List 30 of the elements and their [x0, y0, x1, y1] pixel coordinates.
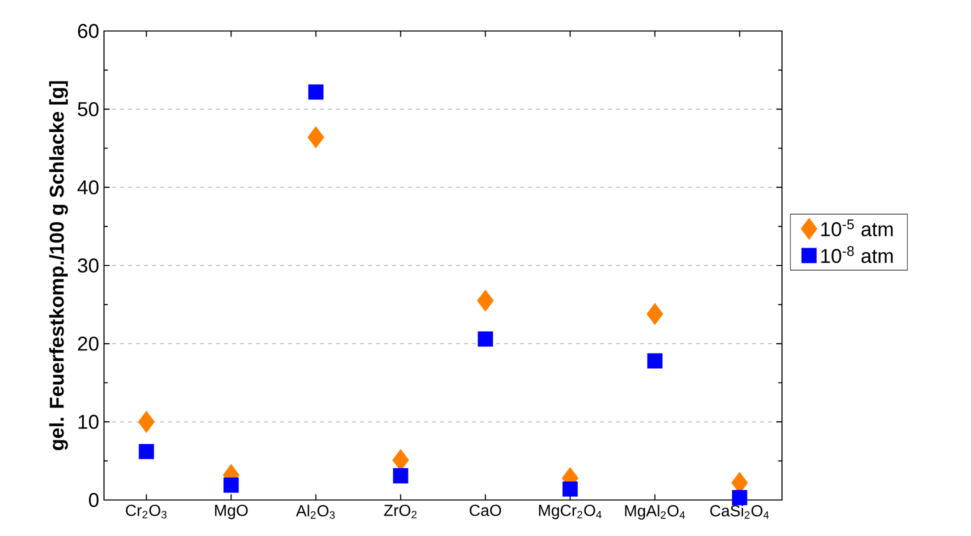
x-tick-label: MgO: [215, 504, 248, 520]
y-tick-label: 50: [78, 102, 98, 116]
point: [393, 468, 408, 484]
legend-label: 10$^{-5}$ atm: [821, 220, 893, 236]
y-tick-label: 60: [78, 24, 98, 38]
point: [647, 353, 662, 368]
y-tick-label: 30: [78, 258, 98, 273]
point: [224, 478, 239, 493]
point: [477, 290, 494, 312]
y-tick-label: 40: [78, 180, 98, 194]
point: [562, 481, 578, 497]
x-tick-label: MgAl$_{2}$O$_{4}$: [625, 504, 685, 520]
x-tick-label: CaO: [470, 504, 502, 516]
y-tick-label: 20: [78, 336, 98, 351]
point: [308, 84, 324, 100]
legend-label: 10$^{-8}$ atm: [821, 246, 893, 264]
point: [646, 303, 664, 325]
x-tick-label: CaSi$_{2}$O$_{4}$: [710, 504, 769, 519]
x-tick-label: Al$_{2}$O$_{3}$: [296, 504, 335, 519]
point: [138, 444, 154, 460]
x-tick-label: ZrO$_{2}$: [384, 504, 416, 518]
point: [138, 410, 155, 433]
point: [308, 126, 324, 148]
y-axis-title: gel. Feuerfestkomp./100 g Schlacke [g]: [49, 81, 68, 450]
y-tick-label: 0: [88, 492, 98, 508]
x-tick-label: MgCr$_{2}$O$_{4}$: [539, 504, 602, 520]
y-tick-label: 10: [78, 414, 98, 429]
point: [478, 331, 493, 347]
x-tick-label: Cr$_{2}$O$_{3}$: [126, 504, 166, 518]
point: [732, 490, 748, 506]
